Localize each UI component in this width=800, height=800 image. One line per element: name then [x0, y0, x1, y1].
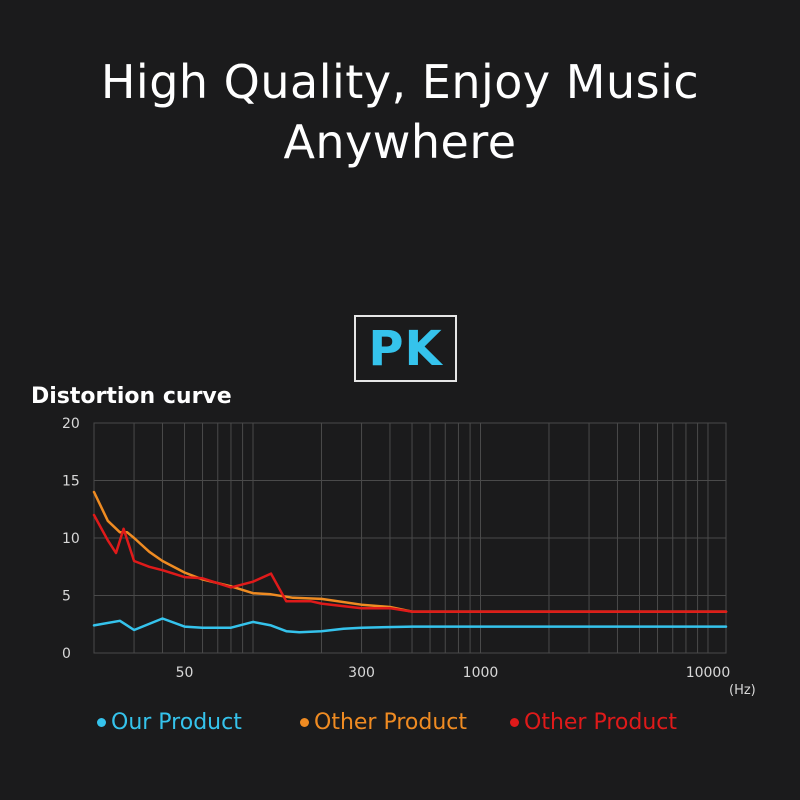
headline: High Quality, Enjoy Music Anywhere	[0, 52, 800, 172]
y-tick-label: 20	[62, 416, 80, 432]
legend-label: Other Product	[314, 710, 467, 735]
distortion-chart: 0 5 10 15 20 50 300 1000 10000	[62, 416, 731, 681]
legend-dot-icon	[510, 718, 519, 727]
x-tick-label: 10000	[686, 665, 731, 681]
legend-label: Other Product	[524, 710, 677, 735]
x-tick-label: 300	[348, 665, 375, 681]
chart-title: Distortion curve	[31, 384, 232, 409]
pk-badge: PK	[354, 315, 457, 382]
y-tick-label: 5	[62, 589, 71, 605]
legend-item: Other Product	[300, 710, 467, 735]
legend-item: Our Product	[97, 710, 242, 735]
legend-dot-icon	[97, 718, 106, 727]
x-tick-label: 1000	[463, 665, 499, 681]
x-axis-unit: (Hz)	[729, 683, 756, 698]
series-line-1	[92, 617, 728, 634]
y-tick-label: 15	[62, 474, 80, 490]
headline-line-2: Anywhere	[283, 115, 517, 169]
headline-line-1: High Quality, Enjoy Music	[100, 55, 700, 109]
legend-dot-icon	[300, 718, 309, 727]
chart-legend: Our Product Other Product Other Product	[0, 710, 800, 742]
x-tick-label: 50	[176, 665, 194, 681]
series-line-3	[92, 513, 728, 613]
legend-item: Other Product	[510, 710, 677, 735]
y-tick-label: 0	[62, 646, 71, 662]
y-tick-label: 10	[62, 531, 80, 547]
series-line-2	[92, 490, 728, 613]
legend-label: Our Product	[111, 710, 242, 735]
